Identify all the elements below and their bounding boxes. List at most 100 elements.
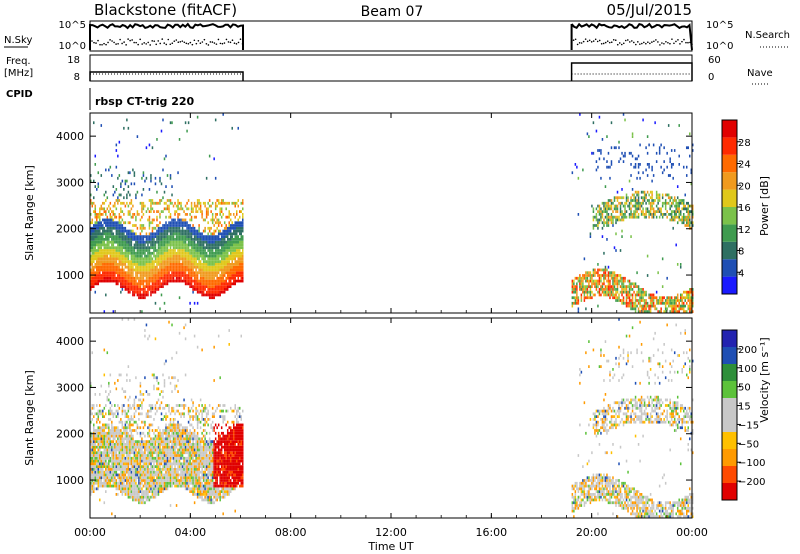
heatmap-cell	[210, 240, 212, 244]
heatmap-cell	[216, 276, 218, 280]
heatmap-cell	[168, 251, 170, 255]
heatmap-cell	[132, 476, 134, 480]
heatmap-cell	[139, 465, 142, 468]
heatmap-cell	[165, 226, 167, 230]
heatmap-cell	[94, 448, 97, 452]
heatmap-cell	[135, 481, 137, 485]
nsearch-point	[645, 42, 647, 45]
heatmap-cell	[139, 285, 142, 288]
heatmap-cell	[103, 238, 106, 241]
heatmap-cell	[166, 199, 169, 202]
heatmap-cell	[642, 207, 644, 211]
heatmap-cell	[661, 257, 664, 261]
heatmap-cell	[96, 487, 98, 491]
heatmap-cell	[181, 226, 184, 230]
heatmap-cell	[240, 254, 243, 258]
heatmap-cell	[151, 290, 154, 294]
heatmap-cell	[141, 468, 143, 471]
heatmap-cell	[612, 293, 614, 297]
heatmap-cell	[136, 423, 139, 427]
heatmap-cell	[222, 251, 224, 255]
heatmap-cell	[124, 390, 127, 393]
heatmap-cell	[121, 282, 124, 286]
heatmap-cell	[136, 426, 139, 430]
heatmap-cell	[136, 265, 139, 269]
freq-tick-top: 18	[67, 55, 80, 66]
heatmap-cell	[136, 235, 139, 238]
heatmap-cell	[115, 257, 118, 261]
heatmap-cell	[615, 146, 617, 150]
heatmap-cell	[208, 279, 211, 283]
heatmap-cell	[145, 235, 148, 238]
heatmap-cell	[211, 215, 214, 219]
heatmap-cell	[123, 285, 125, 288]
heatmap-cell	[100, 268, 103, 272]
heatmap-cell	[684, 296, 686, 300]
heatmap-cell	[141, 204, 143, 208]
heatmap-cell	[681, 218, 683, 222]
heatmap-cell	[117, 249, 119, 252]
heatmap-cell	[651, 196, 653, 200]
heatmap-cell	[162, 246, 164, 250]
heatmap-cell	[178, 249, 181, 252]
heatmap-cell	[688, 221, 691, 225]
heatmap-cell	[186, 279, 188, 283]
heatmap-cell	[238, 224, 241, 227]
heatmap-cell	[130, 263, 133, 266]
heatmap-cell	[213, 271, 215, 275]
nsearch-point	[139, 38, 141, 41]
heatmap-cell	[121, 279, 124, 283]
heatmap-cell	[225, 263, 227, 266]
heatmap-cell	[94, 243, 97, 247]
heatmap-cell	[160, 246, 163, 250]
heatmap-cell	[96, 188, 98, 191]
heatmap-cell	[130, 465, 133, 468]
heatmap-cell	[115, 465, 118, 468]
heatmap-cell	[127, 288, 130, 291]
heatmap-cell	[604, 185, 607, 188]
heatmap-cell	[93, 210, 95, 213]
heatmap-cell	[109, 226, 112, 230]
heatmap-cell	[118, 476, 121, 480]
heatmap-cell	[139, 470, 142, 474]
heatmap-cell	[598, 221, 601, 225]
heatmap-cell	[108, 398, 110, 402]
heatmap-cell	[609, 165, 611, 169]
heatmap-cell	[205, 176, 208, 180]
nsearch-point	[639, 43, 641, 45]
heatmap-cell	[196, 263, 199, 266]
heatmap-cell	[234, 265, 236, 269]
heatmap-cell	[132, 487, 134, 491]
heatmap-cell	[622, 279, 625, 283]
heatmap-cell	[93, 265, 95, 269]
heatmap-cell	[603, 207, 605, 211]
heatmap-cell	[208, 229, 211, 233]
heatmap-cell	[130, 490, 133, 493]
heatmap-cell	[96, 279, 98, 283]
heatmap-cell	[184, 246, 187, 250]
heatmap-cell	[120, 459, 122, 463]
heatmap-cell	[99, 229, 101, 233]
heatmap-cell	[142, 495, 145, 499]
heatmap-cell	[99, 448, 101, 452]
heatmap-cell	[114, 249, 116, 252]
heatmap-cell	[97, 476, 100, 480]
heatmap-cell	[106, 207, 109, 211]
heatmap-cell	[643, 213, 646, 216]
heatmap-cell	[94, 185, 97, 188]
heatmap-cell	[591, 282, 593, 286]
heatmap-cell	[169, 201, 172, 205]
heatmap-cell	[676, 207, 679, 211]
heatmap-cell	[219, 232, 221, 236]
heatmap-cell	[139, 468, 142, 471]
nsky-label: N.Sky	[4, 35, 32, 46]
nsearch-point	[103, 42, 105, 45]
heatmap-cell	[90, 257, 92, 261]
heatmap-cell	[222, 271, 224, 275]
heatmap-cell	[225, 268, 227, 272]
heatmap-cell	[187, 235, 190, 238]
heatmap-cell	[159, 246, 161, 250]
heatmap-cell	[118, 429, 121, 432]
heatmap-cell	[112, 274, 115, 277]
heatmap-cell	[112, 232, 115, 236]
